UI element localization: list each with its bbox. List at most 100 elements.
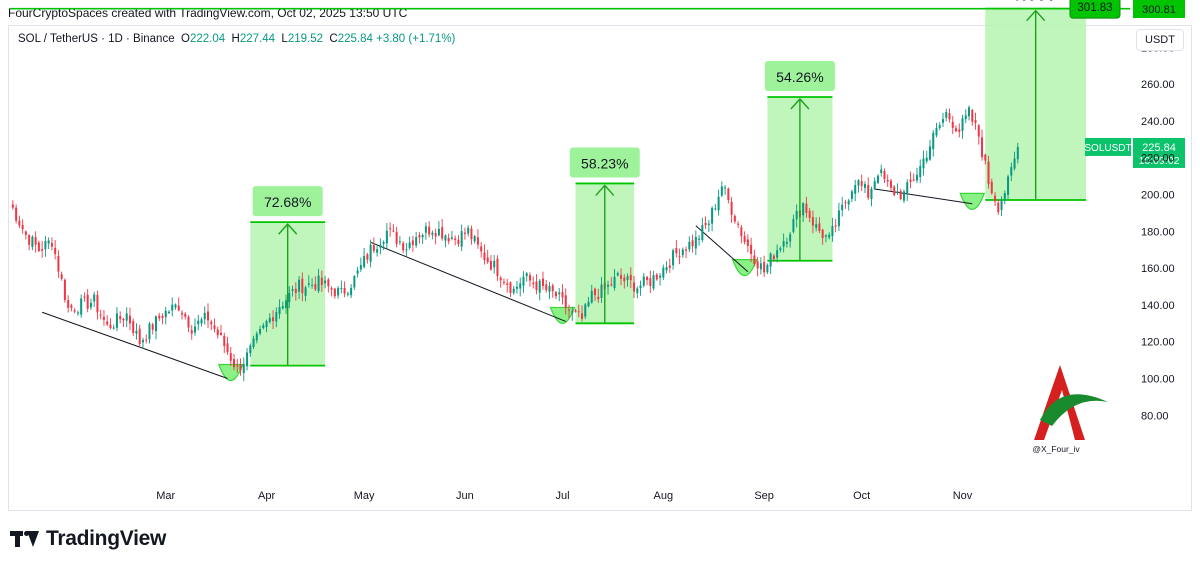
candle-body <box>977 125 980 137</box>
candle-body <box>272 317 275 322</box>
candle-body <box>883 171 886 179</box>
candle-body <box>317 275 320 292</box>
candle-body <box>298 279 301 292</box>
candle-body <box>63 279 66 300</box>
symbol-label[interactable]: SOL / TetherUS · 1D · Binance <box>18 33 175 45</box>
candle-body <box>720 186 723 196</box>
candle-body <box>870 188 873 200</box>
y-tick-label: 240.00 <box>1141 116 1175 128</box>
candle-body <box>405 249 408 251</box>
axes: 80.00 100.00 120.00 140.00 160.00 180.00 200.0… <box>156 42 1174 502</box>
candle-body <box>18 220 21 226</box>
projection-arrowhead <box>595 184 615 196</box>
candle-body <box>691 240 694 247</box>
x-tick-label: Sep <box>754 490 774 502</box>
candle-body <box>307 283 310 285</box>
candle-body <box>275 312 278 322</box>
candle-body <box>636 288 639 294</box>
candle-body <box>698 238 701 240</box>
candle-body <box>815 224 818 228</box>
candle-body <box>480 246 483 252</box>
candle-body <box>70 305 73 308</box>
candle-body <box>899 191 902 199</box>
y-tick-label: 180.00 <box>1141 226 1175 238</box>
candle-body <box>646 276 649 281</box>
candle-body <box>47 240 50 244</box>
candle-body <box>678 255 681 257</box>
candle-body <box>24 231 27 235</box>
candle-body <box>561 292 564 298</box>
candle-body <box>515 286 518 289</box>
high-value: 227.44 <box>239 33 276 45</box>
candle-body <box>675 248 678 254</box>
candle-body <box>213 325 216 329</box>
candle-body <box>60 274 63 279</box>
candle-body <box>21 225 24 230</box>
candle-body <box>597 296 600 300</box>
candle-body <box>662 267 665 278</box>
candle-body <box>389 228 392 230</box>
candle-body <box>424 226 427 233</box>
candle-body <box>554 292 557 297</box>
candle-body <box>860 181 863 186</box>
candle-body <box>356 270 359 274</box>
candle-body <box>896 191 899 193</box>
candle-body <box>1016 146 1019 160</box>
candle-body <box>652 275 655 289</box>
candle-body <box>629 274 632 281</box>
candle-body <box>567 309 571 311</box>
candle-body <box>483 252 486 261</box>
candle-body <box>707 223 710 226</box>
candle-body <box>759 263 762 270</box>
candle-body <box>434 233 437 237</box>
candle-body <box>278 306 281 315</box>
candle-body <box>164 310 167 318</box>
candle-body <box>499 277 502 281</box>
open-value: 222.04 <box>189 33 226 45</box>
candle-body <box>551 285 554 292</box>
candle-body <box>919 166 922 178</box>
tradingview-logo-icon[interactable] <box>10 529 40 549</box>
candle-body <box>863 183 866 188</box>
candle-body <box>909 179 912 182</box>
candle-body <box>805 203 808 213</box>
candle-body <box>785 241 788 244</box>
candle-body <box>385 230 388 244</box>
currency-button[interactable]: USDT <box>1136 29 1184 51</box>
candle-body <box>102 316 105 320</box>
candle-body <box>581 313 584 319</box>
candle-body <box>428 226 431 235</box>
candle-body <box>821 229 824 239</box>
candle-body <box>294 288 297 294</box>
x-tick-label: Mar <box>156 490 175 502</box>
candle-body <box>343 287 346 294</box>
projection-arrowhead <box>1026 9 1046 22</box>
candle-body <box>379 244 382 248</box>
candle-body <box>541 278 544 286</box>
symbol-tag-label: SOLUSDT <box>1084 143 1131 154</box>
candle-body <box>337 287 340 296</box>
candle-body <box>304 287 307 296</box>
candle-body <box>850 191 853 199</box>
brand-name[interactable]: TradingView <box>46 527 167 550</box>
y-tick-label: 260.00 <box>1141 79 1175 91</box>
candle-body <box>665 267 668 271</box>
candle-body <box>711 208 714 224</box>
candle-body <box>415 237 418 246</box>
candle-body <box>372 245 375 251</box>
candle-body <box>535 281 538 291</box>
candle-body <box>252 338 255 348</box>
candle-body <box>841 204 844 211</box>
candle-body <box>259 329 262 334</box>
candle-body <box>350 287 353 296</box>
x-tick-label: Nov <box>953 490 973 502</box>
scale-target-label: 300.81 <box>1142 4 1176 16</box>
candle-body <box>532 282 535 284</box>
candle-body <box>714 208 717 210</box>
candle-body <box>106 321 109 325</box>
candle-body <box>132 321 135 333</box>
projection-label: %??? <box>1014 0 1058 5</box>
candle-body <box>779 248 782 251</box>
candle-body <box>639 285 642 289</box>
